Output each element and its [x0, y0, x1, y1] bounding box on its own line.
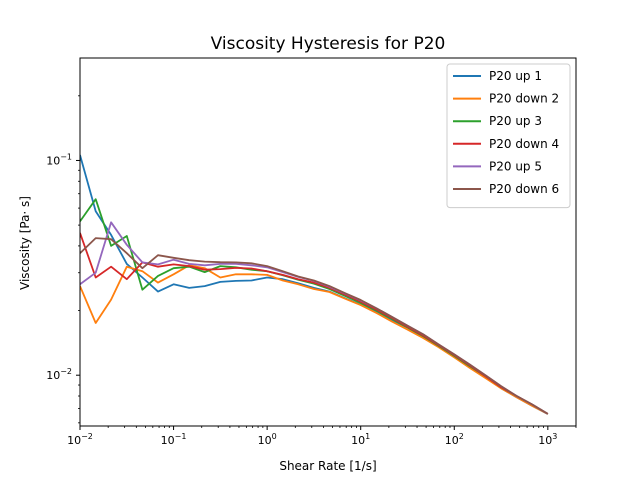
x-tick-label-base: 10: [445, 434, 459, 447]
x-tick-label-base: 10: [258, 434, 272, 447]
x-tick-label-exponent: 2: [459, 432, 464, 441]
x-axis-label: Shear Rate [1/s]: [279, 459, 376, 473]
x-tick-label-base: 10: [538, 434, 552, 447]
x-tick-label: 10−1: [161, 432, 187, 447]
y-tick-label-base: 10: [46, 154, 60, 167]
x-tick-label: 10−2: [67, 432, 93, 447]
x-tick-label-exponent: 3: [552, 432, 557, 441]
y-tick-label: 10−1: [46, 152, 72, 167]
legend-label: P20 down 6: [489, 182, 559, 196]
x-tick-label: 102: [445, 432, 464, 447]
legend-label: P20 up 5: [489, 159, 542, 173]
x-tick-label-exponent: −1: [175, 432, 187, 441]
series-line-4: [80, 233, 548, 414]
x-tick-label: 101: [351, 432, 370, 447]
x-tick-label-exponent: 1: [365, 432, 370, 441]
series-line-3: [80, 199, 548, 414]
x-tick-label-exponent: −2: [81, 432, 93, 441]
x-tick-label-base: 10: [161, 434, 175, 447]
series-line-5: [80, 222, 548, 414]
y-tick-label-exponent: −2: [60, 367, 72, 376]
y-tick-label: 10−2: [46, 367, 72, 382]
y-axis-label: Viscosity [Pa· s]: [18, 196, 32, 290]
legend-label: P20 up 3: [489, 114, 542, 128]
x-tick-label: 100: [258, 432, 277, 447]
x-tick-label-base: 10: [67, 434, 81, 447]
chart-title: Viscosity Hysteresis for P20: [211, 34, 446, 54]
y-tick-label-base: 10: [46, 369, 60, 382]
legend-label: P20 down 4: [489, 137, 559, 151]
x-tick-label-exponent: 0: [272, 432, 277, 441]
x-tick-label: 103: [538, 432, 557, 447]
legend: P20 up 1 P20 down 2 P20 up 3 P20 down 4 P20 …: [447, 64, 570, 208]
legend-label: P20 up 1: [489, 69, 542, 83]
y-tick-label-exponent: −1: [60, 152, 72, 161]
x-tick-label-base: 10: [351, 434, 365, 447]
legend-label: P20 down 2: [489, 92, 559, 106]
